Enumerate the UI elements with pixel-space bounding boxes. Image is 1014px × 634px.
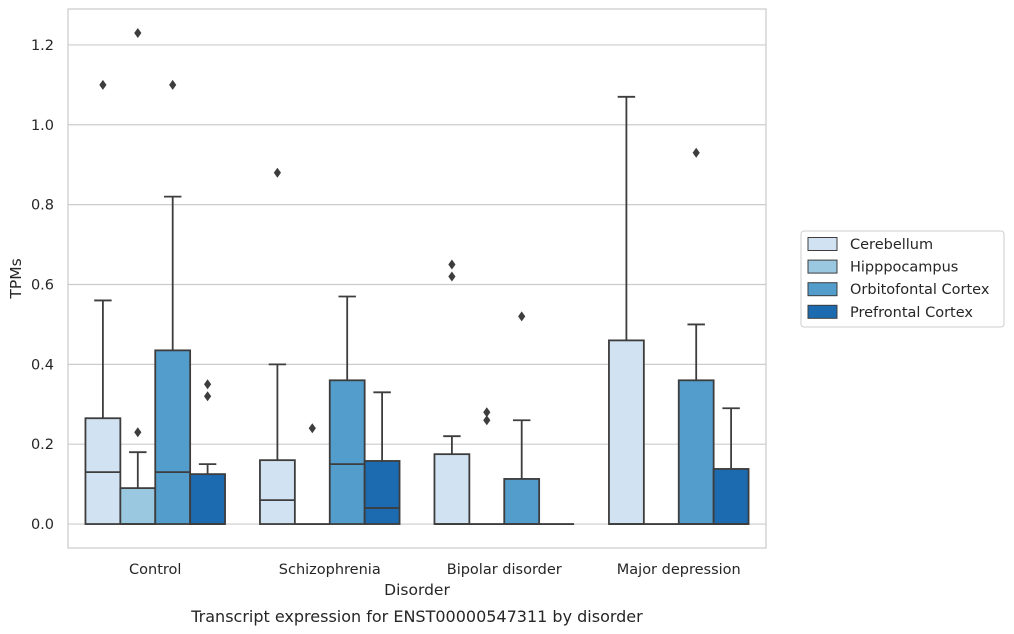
y-tick-label: 0.0 [31,517,54,533]
box-body [328,379,366,525]
box-orbitofontal-cortex [328,295,366,525]
box-cerebellum [259,167,296,525]
box-orbitofontal-cortex [503,311,541,525]
box-prefrontal-cortex [712,407,750,525]
legend: Cerebellum Hipppocampus Orbitofontal Corte… [800,230,1005,328]
outlier-point [99,79,107,90]
box-body [119,487,157,525]
legend-label: Orbitofontal Cortex [850,282,990,298]
legend-label: Cerebellum [850,237,933,253]
outlier-point [692,147,700,158]
outlier-point [204,391,212,402]
box-body [608,339,645,525]
x-tick-labels: Control Schizophrenia Bipolar disorder Majo… [129,562,741,578]
box-hipppocampus [469,407,505,525]
x-tick-label: Schizophrenia [279,562,381,578]
y-tick-labels: 0.0 0.2 0.4 0.6 0.8 1.0 1.2 [31,38,54,533]
outlier-point [134,27,142,38]
box-body [84,417,122,525]
x-tick-label: Control [129,562,181,578]
x-tick-label: Major depression [617,562,741,578]
outlier-point [448,271,456,282]
y-axis-title: TPMs [7,258,25,299]
boxes [84,27,750,525]
y-tick-label: 1.0 [31,118,54,134]
box-prefrontal-cortex [189,379,226,525]
box-hipppocampus [119,27,157,525]
legend-swatch [807,304,838,319]
box-orbitofontal-cortex [154,79,192,525]
legend-label: Prefrontal Cortex [850,305,973,321]
outlier-point [518,311,526,322]
outlier-point [483,415,491,426]
outlier-point [273,167,281,178]
outlier-point [308,423,316,434]
legend-swatch [807,237,838,251]
legend-swatch [807,282,838,297]
box-cerebellum [608,95,645,525]
y-tick-label: 1.2 [31,38,54,54]
legend-swatch [807,259,838,274]
box-body [433,453,471,525]
chart-caption: Transcript expression for ENST0000054731… [190,607,643,626]
box-cerebellum [84,79,122,525]
box-body [259,459,296,525]
box-cerebellum [433,259,471,525]
x-axis-title: Disorder [384,581,450,599]
box-body [677,379,715,525]
box-orbitofontal-cortex [677,147,715,525]
box-body [503,478,541,525]
legend-label: Hipppocampus [850,260,958,276]
box-prefrontal-cortex [363,391,401,525]
legend-frame [800,230,1005,328]
outlier-point [204,379,212,390]
outlier-point [169,79,177,90]
y-tick-label: 0.6 [31,277,54,293]
outlier-point [134,427,142,438]
y-tick-label: 0.8 [31,198,54,214]
box-body [363,460,401,525]
outlier-point [448,259,456,270]
y-tick-label: 0.2 [31,437,54,453]
x-tick-label: Bipolar disorder [447,562,562,578]
outlier-point [483,407,491,418]
y-tick-label: 0.4 [31,357,54,373]
box-body [712,468,750,525]
box-hipppocampus [294,423,330,525]
plot-area-frame [67,8,767,549]
box-body [154,349,192,525]
box-body [189,473,226,525]
